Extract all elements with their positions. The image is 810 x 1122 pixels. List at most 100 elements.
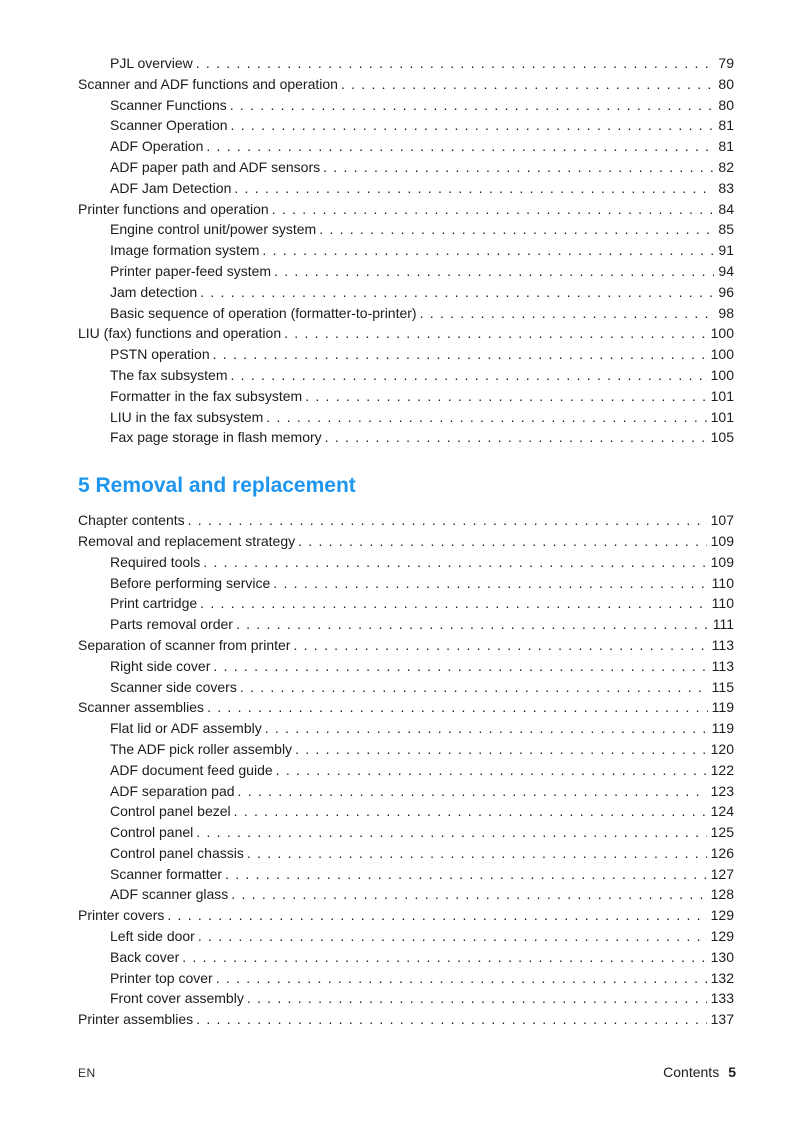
toc-entry: Before performing service 110 bbox=[78, 573, 734, 594]
toc-entry-page-number: 128 bbox=[710, 886, 734, 903]
dot-leader bbox=[230, 95, 715, 116]
toc-entry: Fax page storage in flash memory 105 bbox=[78, 427, 734, 448]
dot-leader bbox=[276, 760, 707, 781]
dot-leader bbox=[188, 510, 707, 531]
dot-leader bbox=[231, 115, 715, 136]
dot-leader bbox=[207, 697, 708, 718]
toc-entry-page-number: 113 bbox=[711, 636, 734, 653]
toc-entry-page-number: 129 bbox=[710, 907, 734, 924]
toc-entry-page-number: 111 bbox=[712, 616, 734, 633]
toc-entry-label: PJL overview bbox=[110, 55, 193, 71]
toc-entry: Scanner and ADF functions and operation … bbox=[78, 74, 734, 95]
toc-entry: Control panel bezel 124 bbox=[78, 801, 734, 822]
toc-entry-label: Removal and replacement strategy bbox=[78, 532, 296, 549]
toc-entry: ADF Operation 81 bbox=[78, 136, 734, 157]
toc-entry: ADF separation pad 123 bbox=[78, 781, 734, 802]
toc-entry-label: Back cover bbox=[110, 948, 180, 965]
toc-entry-label: Image formation system bbox=[110, 242, 260, 259]
dot-leader bbox=[284, 323, 707, 344]
toc-entry-label: Parts removal order bbox=[110, 616, 233, 633]
dot-leader bbox=[196, 1009, 706, 1030]
toc-entry-label: ADF paper path and ADF sensors bbox=[110, 158, 321, 175]
toc-entry: Printer top cover 132 bbox=[78, 968, 734, 989]
toc-entry-page-number: 109 bbox=[710, 553, 734, 570]
dot-leader bbox=[265, 718, 708, 739]
toc-entry-page-number: 127 bbox=[710, 865, 734, 882]
toc-entry: Scanner formatter 127 bbox=[78, 864, 734, 885]
toc-entry: Left side door 129 bbox=[78, 926, 734, 947]
dot-leader bbox=[247, 843, 707, 864]
toc-entry-label: Printer functions and operation bbox=[78, 200, 269, 217]
chapter-heading: 5 Removal and replacement bbox=[78, 474, 356, 498]
dot-leader bbox=[293, 635, 707, 656]
toc-entry-label: Printer top cover bbox=[110, 969, 213, 986]
toc-entry-label: ADF Operation bbox=[110, 138, 204, 155]
toc-entry-page-number: 79 bbox=[718, 55, 734, 71]
dot-leader bbox=[238, 781, 707, 802]
toc-entry-label: ADF document feed guide bbox=[110, 761, 273, 778]
dot-leader bbox=[206, 136, 714, 157]
toc-entry-label: Print cartridge bbox=[110, 595, 198, 612]
dot-leader bbox=[341, 74, 714, 95]
dot-leader bbox=[231, 365, 707, 386]
toc-entry: Engine control unit/power system 85 bbox=[78, 219, 734, 240]
toc-entry: Back cover 130 bbox=[78, 947, 734, 968]
toc-entry-label: Scanner side covers bbox=[110, 678, 237, 695]
toc-entry-page-number: 126 bbox=[710, 844, 734, 861]
toc-entry-label: The fax subsystem bbox=[110, 366, 228, 383]
toc-entry-page-number: 98 bbox=[718, 304, 734, 321]
toc-section-chapter5: Chapter contents 107 Removal and replace… bbox=[78, 510, 734, 1030]
footer-contents-label: Contents 5 bbox=[663, 1064, 736, 1080]
toc-entry-page-number: 100 bbox=[710, 346, 734, 363]
toc-entry-page-number: 137 bbox=[710, 1011, 734, 1028]
dot-leader bbox=[273, 573, 707, 594]
toc-entry-page-number: 81 bbox=[718, 117, 734, 134]
toc-entry: Control panel 125 bbox=[78, 822, 734, 843]
toc-entry-label: Scanner Functions bbox=[110, 96, 227, 113]
toc-entry: Right side cover 113 bbox=[78, 656, 734, 677]
toc-entry: Print cartridge 110 bbox=[78, 593, 734, 614]
dot-leader bbox=[196, 53, 715, 74]
toc-entry-page-number: 100 bbox=[710, 325, 734, 342]
toc-entry: Front cover assembly 133 bbox=[78, 988, 734, 1009]
toc-entry: ADF Jam Detection 83 bbox=[78, 178, 734, 199]
toc-entry-label: Engine control unit/power system bbox=[110, 221, 317, 238]
toc-entry-label: Printer covers bbox=[78, 907, 165, 924]
dot-leader bbox=[216, 968, 707, 989]
toc-entry-label: Flat lid or ADF assembly bbox=[110, 720, 262, 737]
toc-entry: Removal and replacement strategy 109 bbox=[78, 531, 734, 552]
toc-entry-page-number: 119 bbox=[711, 720, 734, 737]
footer-language-code: EN bbox=[78, 1066, 96, 1080]
toc-entry-page-number: 113 bbox=[711, 657, 734, 674]
toc-entry-page-number: 110 bbox=[711, 595, 734, 612]
toc-entry-label: ADF separation pad bbox=[110, 782, 235, 799]
toc-entry-label: Formatter in the fax subsystem bbox=[110, 387, 303, 404]
toc-entry: ADF paper path and ADF sensors 82 bbox=[78, 157, 734, 178]
toc-entry-label: Printer assemblies bbox=[78, 1011, 194, 1028]
toc-entry-label: LIU in the fax subsystem bbox=[110, 408, 264, 425]
toc-entry-label: Scanner and ADF functions and operation bbox=[78, 75, 338, 92]
toc-entry: Scanner Operation 81 bbox=[78, 115, 734, 136]
toc-entry-page-number: 94 bbox=[718, 262, 734, 279]
toc-entry: Parts removal order 111 bbox=[78, 614, 734, 635]
toc-entry-label: Separation of scanner from printer bbox=[78, 636, 291, 653]
toc-entry-page-number: 101 bbox=[710, 387, 734, 404]
toc-entry-page-number: 132 bbox=[710, 969, 734, 986]
toc-entry: Image formation system 91 bbox=[78, 240, 734, 261]
toc-entry-page-number: 80 bbox=[718, 96, 734, 113]
toc-entry-label: ADF Jam Detection bbox=[110, 179, 232, 196]
dot-leader bbox=[213, 656, 707, 677]
toc-entry-label: Scanner formatter bbox=[110, 865, 223, 882]
toc-entry-label: Jam detection bbox=[110, 283, 198, 300]
toc-entry: Printer covers 129 bbox=[78, 905, 734, 926]
toc-entry-label: Fax page storage in flash memory bbox=[110, 429, 322, 446]
toc-entry-label: Basic sequence of operation (formatter-t… bbox=[110, 304, 417, 321]
dot-leader bbox=[167, 905, 706, 926]
toc-entry: Formatter in the fax subsystem 101 bbox=[78, 386, 734, 407]
page-footer: EN Contents 5 bbox=[78, 1064, 736, 1080]
toc-entry-label: Printer paper-feed system bbox=[110, 262, 272, 279]
dot-leader bbox=[274, 261, 714, 282]
toc-entry-label: LIU (fax) functions and operation bbox=[78, 325, 282, 342]
toc-entry-label: Before performing service bbox=[110, 574, 271, 591]
dot-leader bbox=[182, 947, 706, 968]
